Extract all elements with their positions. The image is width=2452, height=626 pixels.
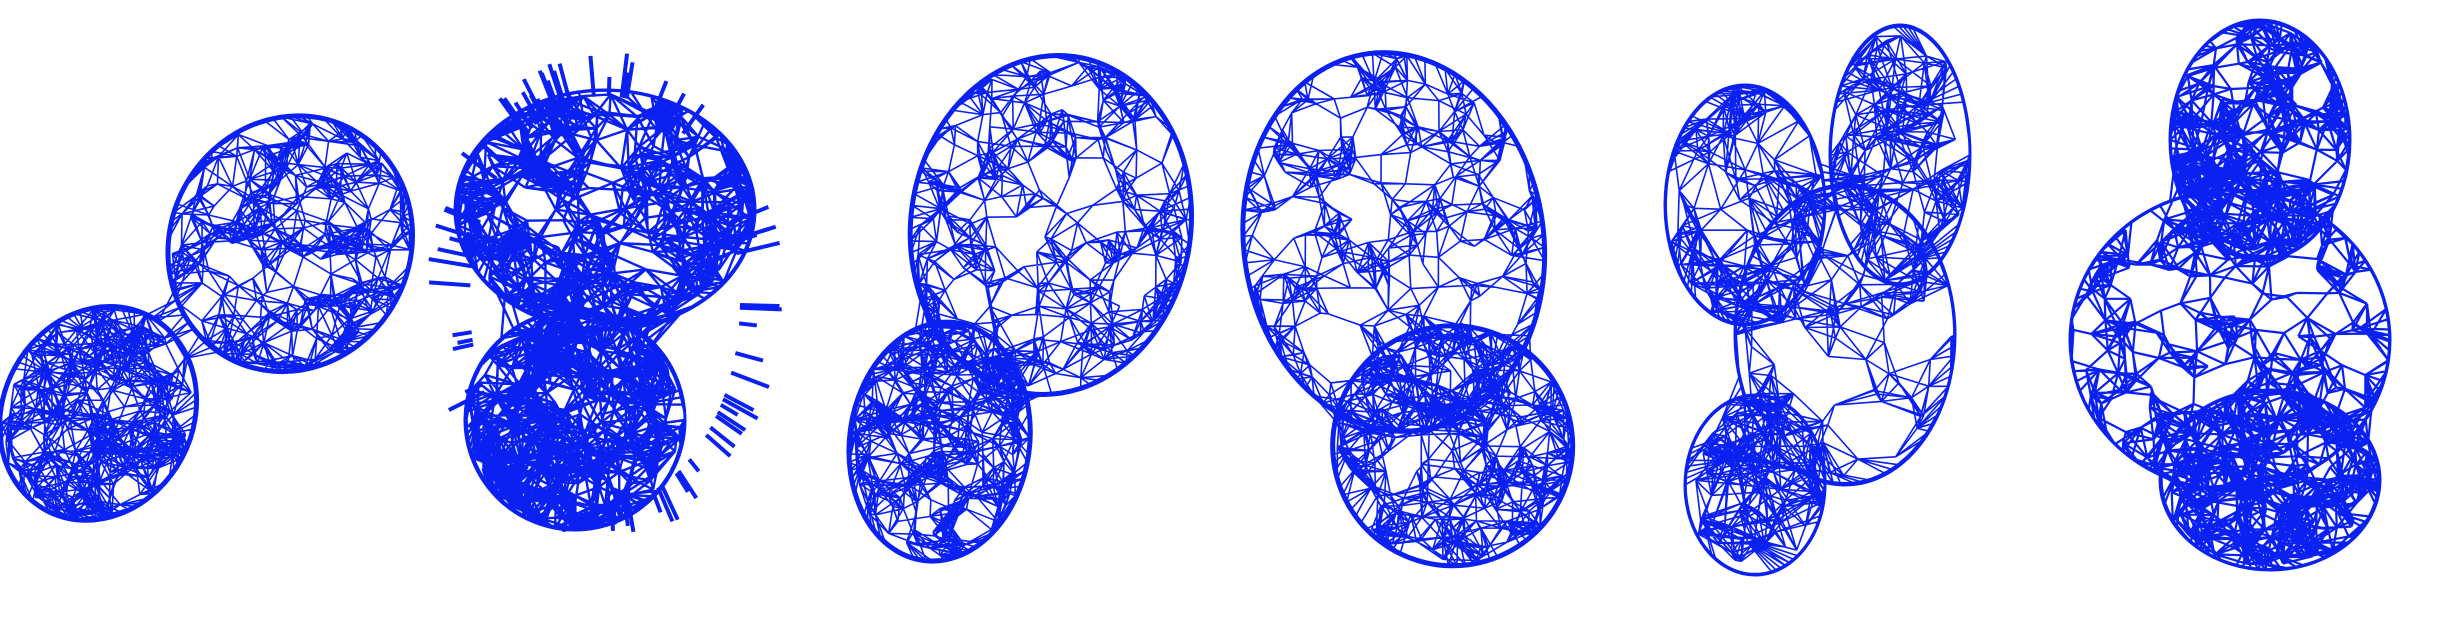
mesh-2-spike: [619, 53, 630, 98]
mesh-2-spike: [525, 106, 539, 126]
mesh-3-outline-1: [846, 319, 1033, 564]
mesh-2-spike: [606, 76, 612, 97]
mesh-5-edges: [1664, 24, 1971, 576]
mesh-2-spike: [735, 241, 781, 256]
mesh-2-spike: [539, 72, 558, 111]
mesh-2-spike: [715, 170, 736, 187]
mesh-2-spike: [428, 280, 471, 288]
mesh-2-spike: [464, 382, 483, 395]
mesh-2-spike: [460, 198, 485, 214]
mesh-2-spike: [609, 503, 615, 532]
mesh-2-spike: [557, 63, 573, 104]
mesh-2-spike: [518, 471, 535, 493]
mesh-2-spike: [478, 141, 506, 166]
mesh-2-spike: [739, 303, 780, 309]
mesh-6-edges: [2068, 19, 2392, 571]
mesh-2-spike: [588, 55, 596, 97]
mesh-2-spike: [622, 72, 630, 99]
mesh-2-spike: [712, 164, 733, 181]
mesh-2-spike: [449, 236, 476, 248]
mesh-2-spike: [723, 185, 755, 206]
mesh-6-outline-2: [2158, 388, 2382, 572]
mesh-2-spike: [544, 489, 559, 519]
mesh-2-spike: [535, 97, 548, 118]
mesh-2: [428, 53, 782, 533]
mesh-2-spike: [734, 351, 764, 363]
mesh-2-spike: [561, 497, 575, 533]
mesh-2-spike: [704, 433, 732, 458]
mesh-5-outline-1: [1828, 23, 1972, 287]
mesh-2-spike: [447, 390, 486, 412]
mesh-2-spike: [626, 500, 636, 533]
mesh-2-spike: [739, 305, 782, 312]
mesh-2-spike: [494, 448, 516, 471]
mesh-2-spike: [507, 106, 529, 135]
mesh-2-spike: [719, 403, 739, 417]
mesh-4-outline-0: [1240, 50, 1548, 434]
mesh-2-spike: [650, 490, 663, 514]
mesh-2-spike: [520, 91, 542, 123]
mesh-2-spike: [729, 205, 770, 225]
mesh-2-spike: [515, 465, 529, 482]
mesh-2-spike: [687, 458, 701, 473]
mesh-2-spike: [547, 63, 565, 107]
mesh-2-spike: [721, 397, 759, 421]
mesh-2-spike: [652, 80, 669, 112]
mesh-5: [1663, 23, 1972, 577]
mesh-2-spike: [659, 484, 680, 521]
mesh-2-spike: [492, 436, 508, 451]
mesh-2-spike: [733, 232, 758, 244]
mesh-2-spike: [667, 92, 686, 122]
mesh-6-outline-0: [2168, 18, 2352, 262]
mesh-6-outline-1: [2068, 188, 2392, 492]
mesh-2-spike: [716, 410, 747, 432]
mesh-5-outline-0: [1663, 83, 1827, 327]
mesh-2-spike: [521, 78, 546, 120]
mesh-5-outline-3: [1683, 393, 1827, 577]
mesh-5-outline-2: [1733, 183, 1957, 487]
mesh-6: [2068, 18, 2392, 572]
mesh-3-edges: [848, 54, 1193, 562]
mesh-2-spike: [452, 342, 474, 352]
mesh-1-edges: [0, 115, 414, 522]
mesh-2-spike: [723, 393, 755, 412]
mesh-2-spike: [435, 223, 477, 241]
mesh-2-spike: [714, 414, 743, 436]
mesh-2-spike: [437, 247, 474, 259]
mesh-2-spike: [624, 61, 635, 99]
mesh-2-spike: [428, 257, 473, 269]
mesh-1-outline-1: [0, 303, 200, 523]
mesh-4-outline-1: [1330, 323, 1576, 569]
mesh-3: [846, 52, 1194, 564]
mesh-2-spike: [709, 425, 736, 449]
mesh-1: [0, 113, 416, 523]
mesh-2-spike: [452, 330, 473, 338]
mesh-2-spike: [513, 101, 534, 130]
mesh-2-spike: [730, 370, 770, 389]
mesh-4: [1240, 50, 1576, 569]
mesh-1-outline-0: [165, 113, 416, 375]
mesh-2-spike: [622, 501, 630, 527]
mesh-2-spike: [676, 469, 699, 500]
mesh-2-spike: [460, 151, 498, 181]
mesh-2-spike: [738, 321, 758, 328]
mesh-2-spike: [674, 472, 690, 493]
mesh-2-outline-1: [463, 308, 687, 532]
mesh-2-spike: [656, 486, 675, 523]
mesh-2-spike: [457, 337, 473, 345]
mesh-2-spike: [681, 103, 705, 135]
mesh-2-spike: [484, 450, 517, 486]
mesh-2-spike: [556, 494, 568, 520]
mesh-2-spike: [444, 206, 481, 225]
mesh-2-spike: [545, 79, 560, 110]
